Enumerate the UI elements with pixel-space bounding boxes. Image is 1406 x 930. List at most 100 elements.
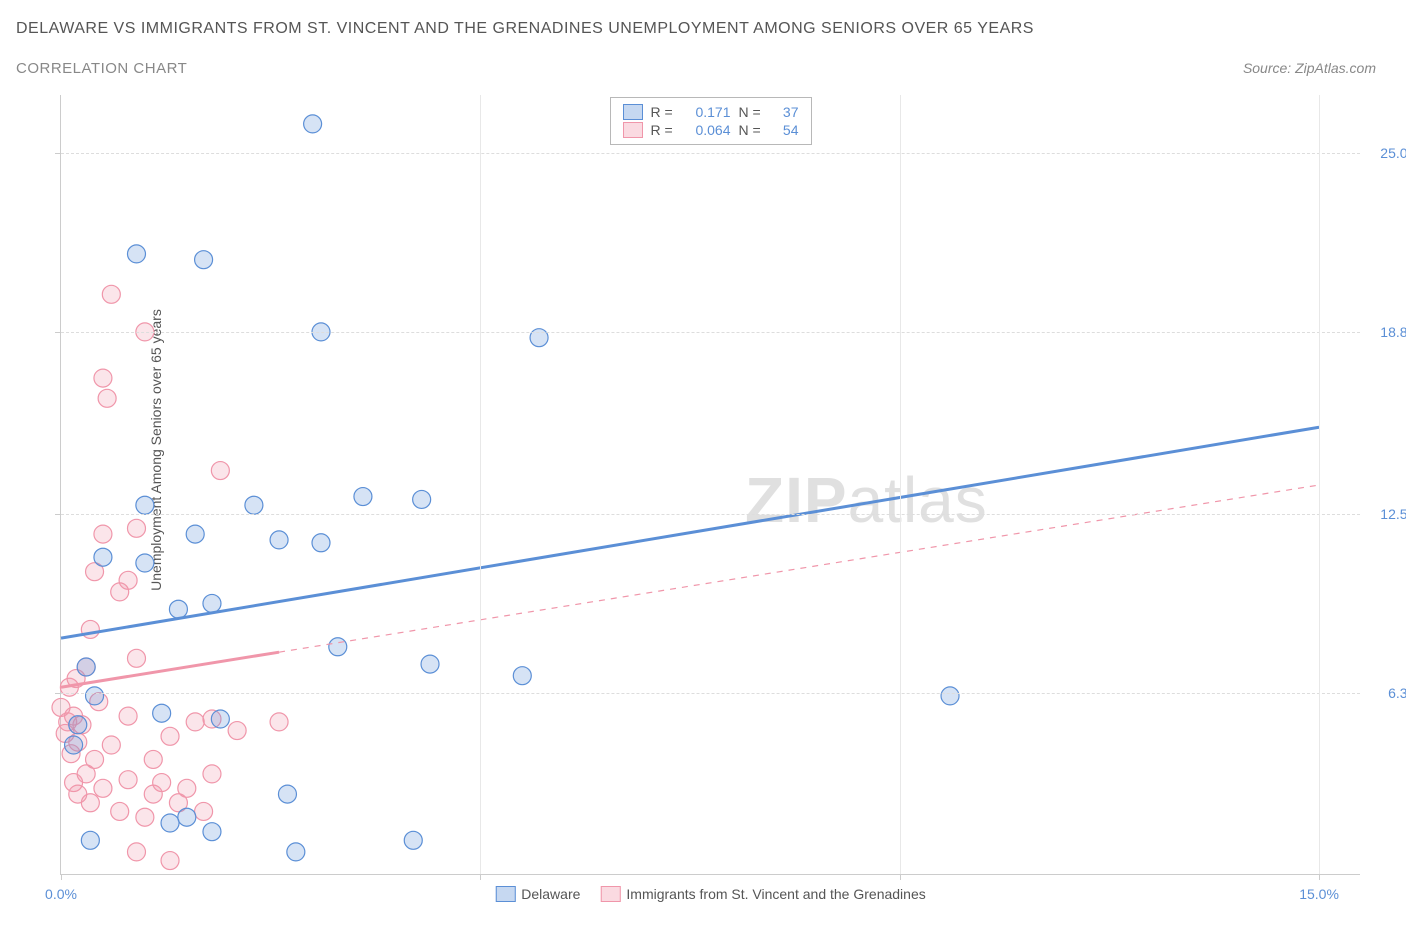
scatter-point [228, 722, 246, 740]
scatter-point [941, 687, 959, 705]
scatter-point [65, 736, 83, 754]
grid-line-vertical [1319, 95, 1320, 874]
scatter-point [94, 369, 112, 387]
scatter-point [169, 600, 187, 618]
scatter-point [161, 852, 179, 870]
scatter-point [144, 750, 162, 768]
scatter-point [404, 831, 422, 849]
scatter-point [211, 462, 229, 480]
scatter-point [86, 750, 104, 768]
scatter-point [81, 794, 99, 812]
legend-swatch-blue [623, 104, 643, 120]
legend-n-value: 37 [771, 104, 799, 120]
scatter-point [178, 779, 196, 797]
scatter-point [203, 823, 221, 841]
grid-line-horizontal [61, 514, 1360, 515]
grid-line-vertical [480, 95, 481, 874]
y-tick-label: 25.0% [1370, 145, 1406, 161]
scatter-point [98, 389, 116, 407]
legend-n-label: N = [739, 104, 763, 120]
scatter-point [119, 707, 137, 725]
scatter-point [119, 771, 137, 789]
trend-line [61, 427, 1319, 638]
legend-item: Delaware [495, 886, 580, 902]
scatter-point [186, 713, 204, 731]
scatter-point [81, 831, 99, 849]
legend-n-value: 54 [771, 122, 799, 138]
chart-svg [61, 95, 1360, 874]
y-tick-mark [55, 153, 61, 154]
scatter-point [186, 525, 204, 543]
x-tick-label: 15.0% [1299, 886, 1339, 902]
grid-line-horizontal [61, 693, 1360, 694]
source-text: Source: ZipAtlas.com [1243, 60, 1376, 76]
legend-stats-box: R = 0.171 N = 37 R = 0.064 N = 54 [610, 97, 812, 145]
legend-r-label: R = [651, 104, 675, 120]
scatter-point [203, 765, 221, 783]
legend-swatch-pink [600, 886, 620, 902]
scatter-point [270, 713, 288, 731]
scatter-point [111, 802, 129, 820]
x-tick-mark [480, 874, 481, 880]
scatter-point [329, 638, 347, 656]
legend-stats-row: R = 0.064 N = 54 [623, 122, 799, 138]
scatter-point [203, 594, 221, 612]
scatter-point [312, 534, 330, 552]
scatter-point [86, 687, 104, 705]
y-tick-label: 6.3% [1370, 685, 1406, 701]
scatter-point [136, 496, 154, 514]
scatter-point [153, 774, 171, 792]
y-tick-label: 12.5% [1370, 506, 1406, 522]
scatter-point [136, 554, 154, 572]
scatter-point [94, 779, 112, 797]
legend-bottom: Delaware Immigrants from St. Vincent and… [495, 886, 925, 902]
scatter-point [69, 716, 87, 734]
x-tick-label: 0.0% [45, 886, 77, 902]
scatter-point [211, 710, 229, 728]
x-tick-mark [61, 874, 62, 880]
trend-line-dashed [279, 485, 1319, 652]
scatter-point [178, 808, 196, 826]
scatter-point [195, 802, 213, 820]
plot-area: ZIPatlas R = 0.171 N = 37 R = 0.064 N = … [60, 95, 1360, 875]
scatter-point [304, 115, 322, 133]
scatter-point [153, 704, 171, 722]
scatter-point [94, 525, 112, 543]
legend-label: Immigrants from St. Vincent and the Gren… [626, 886, 925, 902]
legend-stats-row: R = 0.171 N = 37 [623, 104, 799, 120]
legend-r-value: 0.171 [683, 104, 731, 120]
scatter-point [102, 736, 120, 754]
grid-line-horizontal [61, 153, 1360, 154]
grid-line-vertical [900, 95, 901, 874]
y-tick-mark [55, 514, 61, 515]
scatter-point [354, 488, 372, 506]
legend-label: Delaware [521, 886, 580, 902]
scatter-point [161, 727, 179, 745]
scatter-point [119, 571, 137, 589]
scatter-point [127, 245, 145, 263]
scatter-point [245, 496, 263, 514]
scatter-point [161, 814, 179, 832]
scatter-point [195, 251, 213, 269]
y-tick-mark [55, 332, 61, 333]
legend-r-value: 0.064 [683, 122, 731, 138]
scatter-point [278, 785, 296, 803]
legend-swatch-pink [623, 122, 643, 138]
scatter-point [77, 658, 95, 676]
scatter-point [102, 285, 120, 303]
scatter-point [136, 808, 154, 826]
scatter-point [270, 531, 288, 549]
scatter-point [413, 490, 431, 508]
y-tick-label: 18.8% [1370, 324, 1406, 340]
scatter-point [94, 548, 112, 566]
scatter-point [127, 649, 145, 667]
scatter-point [127, 843, 145, 861]
legend-n-label: N = [739, 122, 763, 138]
legend-r-label: R = [651, 122, 675, 138]
x-tick-mark [1319, 874, 1320, 880]
x-tick-mark [900, 874, 901, 880]
y-tick-mark [55, 693, 61, 694]
scatter-point [513, 667, 531, 685]
grid-line-horizontal [61, 332, 1360, 333]
scatter-point [421, 655, 439, 673]
